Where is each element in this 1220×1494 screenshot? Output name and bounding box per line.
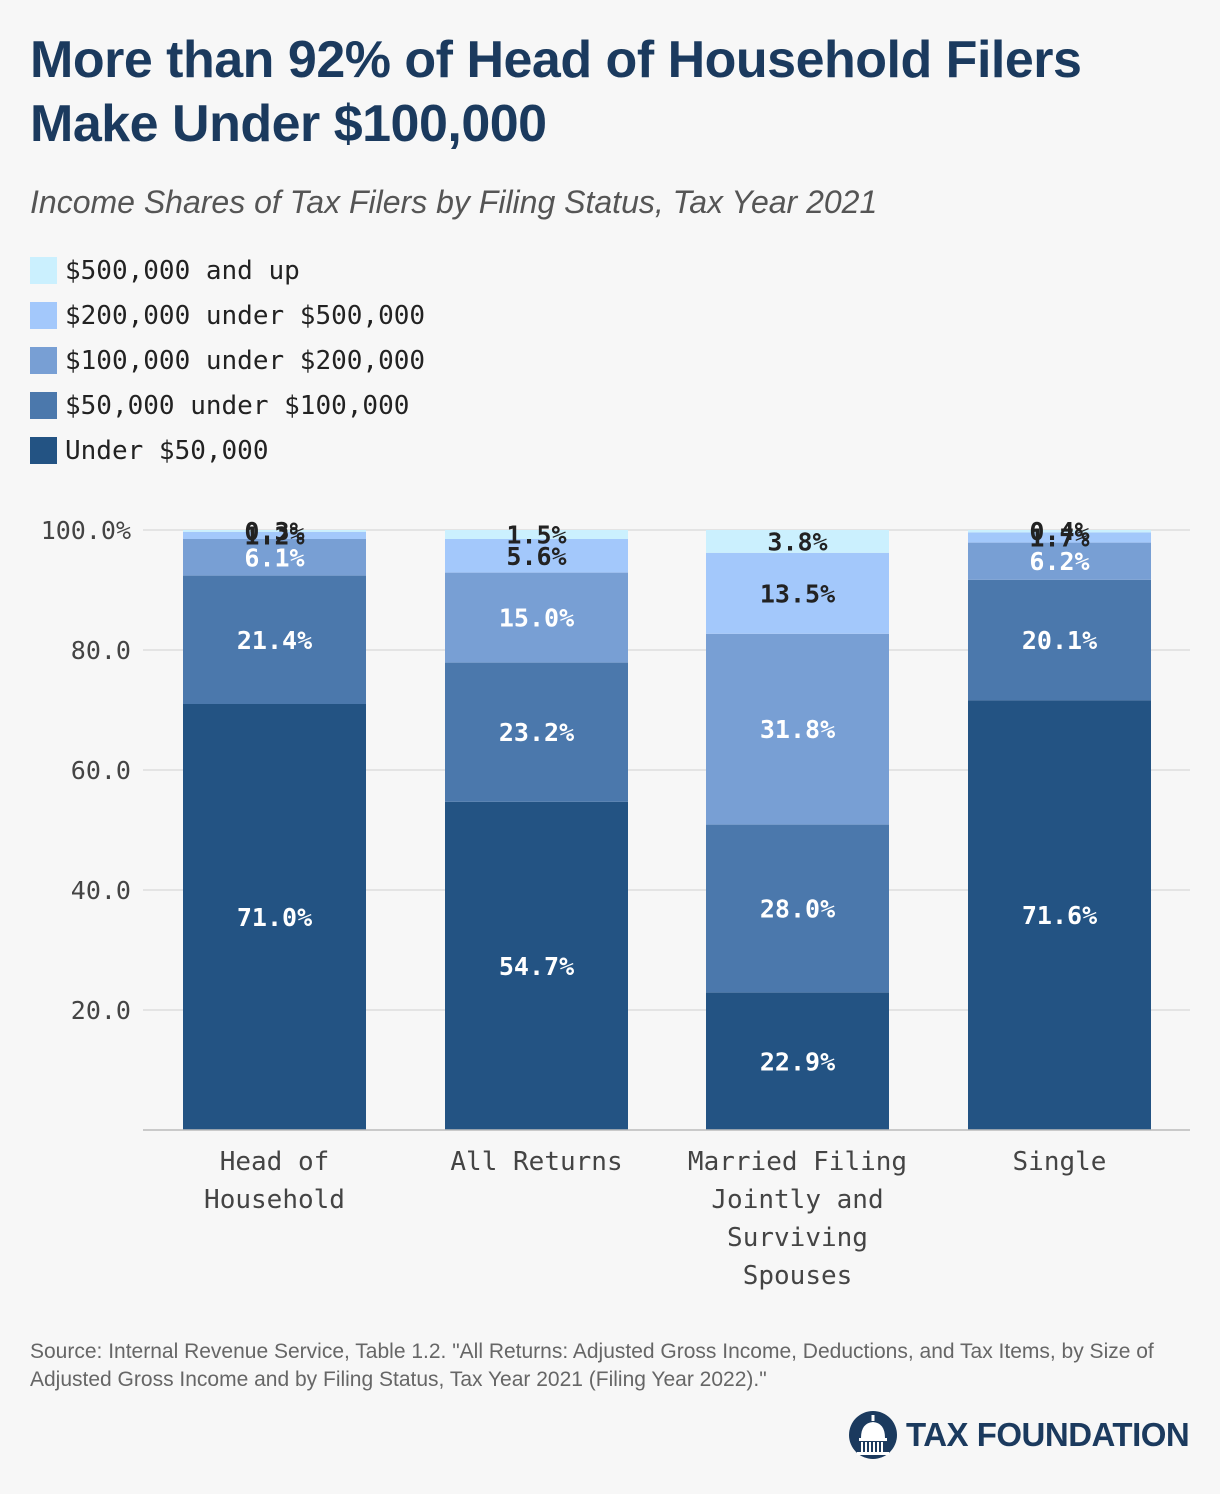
data-label: 6.1% <box>244 543 304 572</box>
data-label: 28.0% <box>760 895 835 924</box>
bar-segment <box>445 801 628 1130</box>
data-label: 1.2% <box>244 521 304 550</box>
legend-item: Under $50,000 <box>30 428 425 473</box>
legend-label: $50,000 under $100,000 <box>65 390 410 421</box>
x-category-label: Jointly and <box>711 1185 883 1215</box>
data-label: 15.0% <box>499 604 574 633</box>
data-label: 22.9% <box>760 1047 835 1076</box>
bar-segment <box>183 531 366 539</box>
logo-text: TAX FOUNDATION <box>906 1416 1190 1453</box>
bar-segment <box>183 575 366 704</box>
data-label: 0.4% <box>1029 517 1089 546</box>
bar-segment <box>968 530 1151 533</box>
bar-segment <box>706 992 889 1130</box>
data-label: 21.4% <box>237 626 312 655</box>
legend-swatch <box>30 347 57 374</box>
y-tick-label: 40.0 <box>71 876 131 905</box>
legend-item: $500,000 and up <box>30 248 425 293</box>
y-tick-label: 20.0 <box>71 996 131 1025</box>
bar-segment <box>706 552 889 634</box>
legend-swatch <box>30 437 57 464</box>
legend-label: Under $50,000 <box>65 435 269 466</box>
data-label: 5.6% <box>506 542 566 571</box>
legend-label: $500,000 and up <box>65 255 300 286</box>
legend-swatch <box>30 392 57 419</box>
data-label: 13.5% <box>760 579 835 608</box>
data-label: 6.2% <box>1029 547 1089 576</box>
bar-segment <box>706 824 889 993</box>
data-label: 31.8% <box>760 715 835 744</box>
bar-segment <box>445 662 628 802</box>
y-tick-label: 100.0% <box>41 516 131 545</box>
bar-segment <box>183 530 366 532</box>
bar-segment <box>706 530 889 553</box>
chart-subtitle: Income Shares of Tax Filers by Filing St… <box>30 184 878 220</box>
data-label: 71.6% <box>1022 901 1097 930</box>
chart-title: More than 92% of Head of Household Filer… <box>30 31 1082 153</box>
y-tick-label: 80.0 <box>71 636 131 665</box>
x-category-label: Household <box>204 1185 345 1215</box>
legend: $500,000 and up $200,000 under $500,000 … <box>30 248 425 473</box>
bar-segment <box>706 633 889 825</box>
legend-swatch <box>30 257 57 284</box>
x-category-label: Spouses <box>743 1261 853 1291</box>
data-label: 54.7% <box>499 952 574 981</box>
legend-item: $50,000 under $100,000 <box>30 383 425 428</box>
capitol-dome-icon <box>849 1411 897 1459</box>
x-category-label: All Returns <box>450 1147 622 1177</box>
data-label: 23.2% <box>499 718 574 747</box>
bar-segment <box>968 542 1151 580</box>
bar-segment <box>445 539 628 573</box>
legend-item: $100,000 under $200,000 <box>30 338 425 383</box>
data-label: 0.3% <box>244 517 304 546</box>
bar-segment <box>445 530 628 539</box>
data-label: 1.7% <box>1029 524 1089 553</box>
legend-item: $200,000 under $500,000 <box>30 293 425 338</box>
bar-segment <box>183 704 366 1130</box>
legend-label: $100,000 under $200,000 <box>65 345 426 376</box>
legend-swatch <box>30 302 57 329</box>
data-label: 1.5% <box>506 521 566 550</box>
bar-segment <box>183 539 366 576</box>
x-category-label: Head of <box>220 1147 330 1177</box>
y-tick-label: 60.0 <box>71 756 131 785</box>
data-label: 71.0% <box>237 903 312 932</box>
stacked-bar-chart: 20.0 40.0 60.0 80.0 100.0% 71.0% 21.4% 6.1%1.2%… <box>41 516 1190 1291</box>
data-label: 20.1% <box>1022 626 1097 655</box>
bar-segment <box>445 572 628 663</box>
source-note: Source: Internal Revenue Service, Table … <box>30 1340 1154 1391</box>
tax-foundation-logo: TAX FOUNDATION <box>848 1410 1190 1460</box>
x-category-label: Single <box>1013 1147 1107 1177</box>
legend-label: $200,000 under $500,000 <box>65 300 426 331</box>
x-category-label: Married Filing <box>688 1147 907 1177</box>
bar-segment <box>968 700 1151 1130</box>
bar-segment <box>968 579 1151 701</box>
bar-segment <box>968 532 1151 543</box>
x-category-label: Surviving <box>727 1223 868 1253</box>
data-label: 3.8% <box>767 527 827 556</box>
